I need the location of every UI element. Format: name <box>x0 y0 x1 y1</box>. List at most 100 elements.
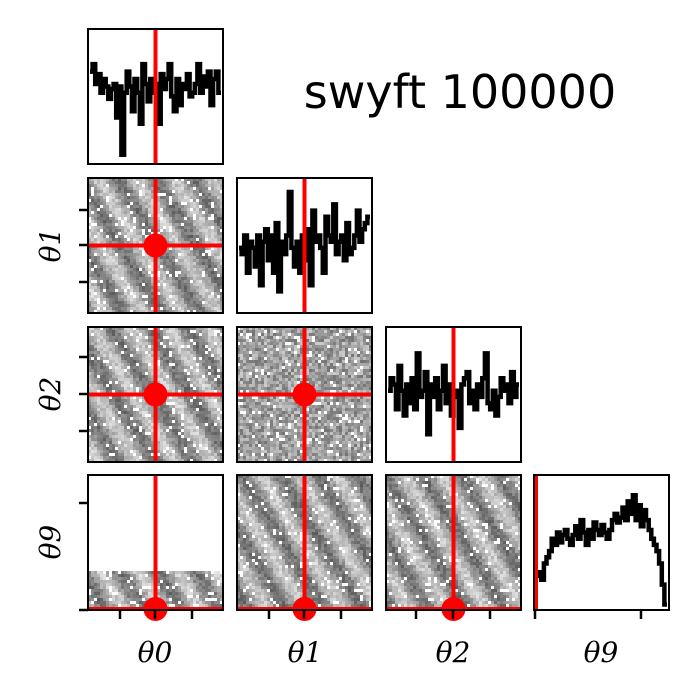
density-cell <box>288 357 292 361</box>
density-cell <box>142 235 146 239</box>
density-cell <box>166 357 170 361</box>
density-cell <box>208 283 212 287</box>
density-cell <box>190 250 194 254</box>
density-cell <box>184 196 188 200</box>
density-cell <box>106 280 110 284</box>
density-cell <box>103 187 107 191</box>
density-cell <box>94 399 98 403</box>
density-cell <box>190 229 194 233</box>
density-cell <box>178 199 182 203</box>
density-cell <box>94 336 98 340</box>
density-cell <box>202 342 206 346</box>
density-cell <box>318 366 322 370</box>
density-cell <box>91 432 95 436</box>
density-cell <box>306 381 310 385</box>
density-cell <box>264 348 268 352</box>
density-cell <box>118 354 122 358</box>
density-cell <box>121 459 125 463</box>
density-cell <box>214 426 218 430</box>
density-cell <box>217 283 221 287</box>
density-cell <box>181 196 185 200</box>
density-cell <box>166 390 170 394</box>
density-cell <box>163 205 167 209</box>
density-cell <box>297 372 301 376</box>
density-cell <box>297 336 301 340</box>
density-cell <box>217 286 221 290</box>
density-cell <box>211 327 215 331</box>
truth-point <box>143 233 168 258</box>
density-cell <box>294 330 298 334</box>
density-cell <box>169 360 173 364</box>
density-cell <box>97 429 101 433</box>
density-cell <box>148 307 152 311</box>
density-cell <box>220 298 224 302</box>
density-cell <box>88 441 92 445</box>
density-cell <box>148 301 152 305</box>
density-cell <box>187 196 191 200</box>
density-cell <box>115 202 119 206</box>
density-cell <box>205 384 209 388</box>
density-cell <box>103 292 107 296</box>
density-cell <box>220 256 224 260</box>
density-cell <box>97 423 101 427</box>
density-cell <box>103 357 107 361</box>
density-cell <box>115 178 119 182</box>
density-cell <box>145 444 149 448</box>
density-cell <box>148 205 152 209</box>
density-cell <box>181 414 185 418</box>
density-cell <box>205 211 209 215</box>
density-cell <box>315 354 319 358</box>
density-cell <box>205 187 209 191</box>
density-cell <box>243 372 247 376</box>
density-cell <box>133 241 137 245</box>
density-cell <box>112 214 116 218</box>
density-cell <box>217 205 221 209</box>
density-cell <box>133 345 137 349</box>
density-cell <box>217 363 221 367</box>
density-cell <box>91 438 95 442</box>
density-cell <box>184 426 188 430</box>
density-cell <box>142 417 146 421</box>
density-cell <box>169 357 173 361</box>
density-cell <box>196 450 200 454</box>
density-cell <box>133 289 137 293</box>
density-cell <box>270 366 274 370</box>
density-cell <box>118 229 122 233</box>
density-cell <box>217 301 221 305</box>
density-cell <box>205 399 209 403</box>
density-cell <box>318 369 322 373</box>
density-cell <box>357 327 361 331</box>
density-cell <box>339 381 343 385</box>
density-cell <box>148 345 152 349</box>
density-cell <box>115 348 119 352</box>
density-cell <box>151 208 155 212</box>
density-cell <box>115 411 119 415</box>
density-cell <box>136 217 140 221</box>
density-cell <box>148 426 152 430</box>
density-cell <box>160 372 164 376</box>
density-cell <box>145 271 149 275</box>
density-cell <box>166 310 170 314</box>
density-cell <box>211 399 215 403</box>
density-cell <box>214 342 218 346</box>
density-cell <box>282 333 286 337</box>
density-cell <box>106 330 110 334</box>
density-cell <box>190 438 194 442</box>
density-cell <box>100 310 104 314</box>
density-cell <box>169 408 173 412</box>
density-cell <box>112 456 116 460</box>
density-cell <box>124 304 128 308</box>
density-cell <box>166 423 170 427</box>
density-cell <box>130 247 134 251</box>
density-cell <box>163 423 167 427</box>
density-cell <box>193 229 197 233</box>
density-cell <box>166 184 170 188</box>
density-cell <box>187 375 191 379</box>
density-cell <box>160 226 164 230</box>
density-cell <box>187 229 191 233</box>
density-cell <box>324 348 328 352</box>
density-cell <box>109 295 113 299</box>
density-cell <box>264 333 268 337</box>
density-cell <box>133 417 137 421</box>
density-cell <box>217 211 221 215</box>
